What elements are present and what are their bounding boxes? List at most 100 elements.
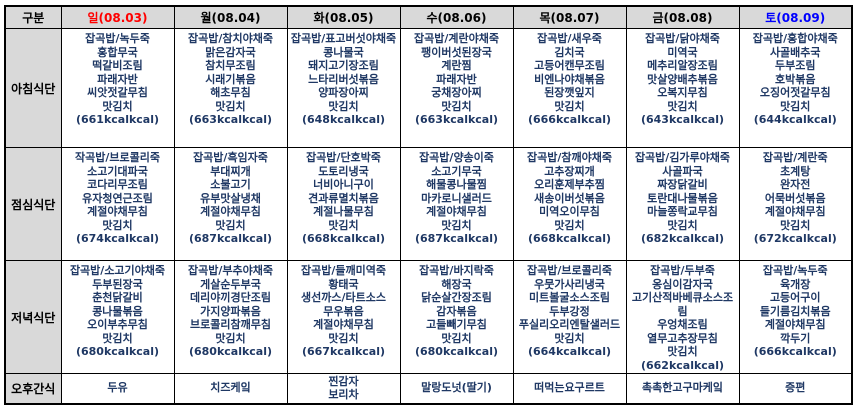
menu-item: 소고기대파국 [87, 164, 148, 178]
menu-item: 맛김치 [554, 99, 585, 113]
menu-cell: 작곡밥/브로콜리죽 소고기대파국 코다리무조림 유자청연근조림 계절야채무침 맛김치 (67… [60, 147, 175, 261]
menu-cell: 잡곡밥/계란죽 초계탕 완자전 어묵버섯볶음 계절야채무침 맛김치 (672kcalkcal… [738, 147, 853, 261]
meal-row-3: 오후간식 두유 치즈케잌 찐감자 보리차 말랑도넛(딸기) 떠먹는요구르트 촉촉한고구마케잌 증… [4, 373, 853, 405]
menu-item: 계절야채무침 [764, 318, 826, 331]
menu-item: 시래기볶음 [205, 72, 256, 86]
menu-item: 브로콜리참깨무침 [190, 318, 271, 331]
menu-item: (682kcalkcal) [640, 232, 725, 245]
menu-cell: 잡곡밥/참치야채죽 맑은감자국 참치무조림 시래기볶음 해초무침 맛김치 (663kcalk… [173, 28, 288, 148]
menu-item: 두부강정 [549, 304, 590, 318]
menu-item: 참치무조림 [205, 59, 256, 72]
menu-item: 맛김치 [441, 331, 472, 345]
day-header-cell-5: 금(08.08) [625, 5, 740, 29]
menu-item: (668kcalkcal) [527, 232, 612, 245]
menu-item: 계절야채무침 [313, 318, 374, 331]
menu-item: (687kcalkcal) [414, 232, 499, 245]
day-header-cell-0: 일(08.03) [60, 5, 175, 29]
row-label-cell: 저녁식단 [4, 260, 62, 374]
menu-item: 깍두기 [780, 331, 811, 345]
menu-item: 맛김치 [441, 218, 472, 232]
menu-item: 보리차 [328, 388, 359, 401]
menu-item: 생선까스/타트소스 [301, 291, 386, 304]
menu-item: (680kcalkcal) [414, 345, 499, 358]
menu-item: (672kcalkcal) [753, 232, 837, 245]
menu-item: 잡곡밥/양송이죽 [419, 151, 494, 164]
day-header-cell-1: 월(08.04) [173, 5, 288, 29]
menu-item: 양파장아찌 [318, 86, 369, 99]
menu-item: 궁채장아찌 [431, 86, 482, 99]
menu-cell: 찐감자 보리차 [286, 373, 401, 405]
menu-cell: 증편 [738, 373, 853, 405]
menu-item: 잡곡밥/참치야채죽 [188, 32, 273, 45]
menu-item: 잡곡밥/브로콜리죽 [527, 264, 612, 277]
header-row: 구분 일(08.03) 월(08.04) 화(08.05) 수(08.06) 목(08.… [4, 5, 853, 29]
menu-item: 마늘쫑락교무침 [647, 205, 718, 218]
day-header-cell-6: 토(08.09) [738, 5, 853, 29]
menu-item: (666kcalkcal) [753, 345, 837, 358]
menu-item: 찐감자 [328, 374, 359, 388]
menu-item: 맛김치 [554, 218, 585, 232]
menu-cell: 잡곡밥/부추야채죽 게살순두부국 데리야끼경단조림 가지양파볶음 브로콜리참깨무침 맛김치… [173, 260, 288, 374]
menu-cell: 두유 [60, 373, 175, 405]
menu-item: 잡곡밥/두부죽 [650, 264, 715, 277]
menu-item: 견과류멸치볶음 [308, 191, 379, 205]
menu-cell: 잡곡밥/녹두죽 홍합무국 떡갈비조림 파래자반 씨앗젓갈무침 맛김치 (661kcalkca… [60, 28, 175, 148]
menu-item: 두부조림 [775, 59, 816, 72]
menu-item: 완자전 [780, 178, 811, 191]
menu-item: 비엔나야채볶음 [534, 72, 605, 86]
menu-cell: 잡곡밥/녹두죽 육개장 고등어구이 들기름김치볶음 계절야채무침 깍두기 (666kcalk… [738, 260, 853, 374]
menu-item: 말랑도넛(딸기) [421, 381, 492, 395]
menu-item: (667kcalkcal) [301, 345, 386, 358]
menu-item: 잡곡밥/참깨야채죽 [527, 151, 612, 164]
menu-item: 우뭇가사리냉국 [534, 277, 605, 291]
table-body: 아침식단 잡곡밥/녹두죽 홍합무국 떡갈비조림 파래자반 씨앗젓갈무침 맛김치 (661kca… [4, 28, 853, 405]
menu-item: 해장국 [441, 277, 472, 291]
menu-item: 고추장찌개 [544, 164, 595, 178]
menu-item: 해물콩나물찜 [426, 178, 487, 191]
menu-item: 미역오이무침 [539, 205, 600, 218]
menu-item: 맛김치 [328, 218, 359, 232]
menu-item: 맛김치 [780, 218, 811, 232]
menu-item: 오징어젓갈무침 [759, 86, 831, 99]
menu-item: 오리훈제부추찜 [534, 178, 605, 191]
menu-item: 소고기무국 [431, 164, 482, 178]
menu-item: 황태국 [328, 277, 359, 291]
meal-row-0: 아침식단 잡곡밥/녹두죽 홍합무국 떡갈비조림 파래자반 씨앗젓갈무침 맛김치 (661kca… [4, 28, 853, 148]
menu-item: 해초무침 [210, 86, 251, 99]
day-header-cell-4: 목(08.07) [512, 5, 627, 29]
menu-item: 사골파국 [662, 164, 703, 178]
menu-item: (662kcalkcal) [640, 358, 725, 372]
corner-header-cell: 구분 [4, 5, 62, 29]
menu-item: 팽이버섯된장국 [421, 45, 492, 59]
menu-item: 된장깻잎지 [544, 86, 595, 99]
menu-item: (674kcalkcal) [75, 232, 160, 245]
menu-item: 잡곡밥/김가루야채죽 [634, 151, 731, 164]
menu-item: 잡곡밥/녹두죽 [85, 32, 150, 45]
menu-item: 짜장닭갈비 [657, 178, 708, 191]
menu-item: 초계탕 [780, 164, 811, 178]
menu-cell: 치즈케잌 [173, 373, 288, 405]
menu-item: 계절야채무침 [200, 205, 261, 218]
menu-item: 고등어구이 [769, 291, 821, 304]
menu-item: 고등어캔무조림 [534, 59, 605, 72]
menu-item: 가지양파볶음 [200, 304, 261, 318]
menu-item: 촉촉한고구마케잌 [642, 381, 723, 395]
meal-row-2: 저녁식단 잡곡밥/소고기야채죽 두부된장국 춘천닭갈비 콩나물볶음 오이부추무침 맛김치 (6… [4, 260, 853, 374]
menu-item: 맑은감자국 [205, 45, 256, 59]
menu-item: 새송이버섯볶음 [534, 191, 605, 205]
menu-item: 맛김치 [780, 99, 811, 113]
menu-item: (648kcalkcal) [301, 113, 386, 126]
menu-item: 계절나물무침 [313, 205, 374, 218]
menu-item: 맛김치 [102, 99, 133, 113]
menu-item: (663kcalkcal) [188, 113, 273, 126]
menu-item: 맛김치 [215, 331, 246, 345]
menu-item: (687kcalkcal) [188, 232, 273, 245]
menu-item: 유부맛살냉채 [200, 191, 261, 205]
menu-item: 두부된장국 [92, 277, 143, 291]
menu-item: (664kcalkcal) [527, 345, 612, 358]
menu-item: 씨앗젓갈무침 [87, 86, 148, 99]
menu-item: 김치국 [554, 45, 585, 59]
menu-item: 푸실리오리엔탈샐러드 [518, 318, 621, 331]
menu-item: 잡곡밥/부추야채죽 [188, 264, 273, 277]
